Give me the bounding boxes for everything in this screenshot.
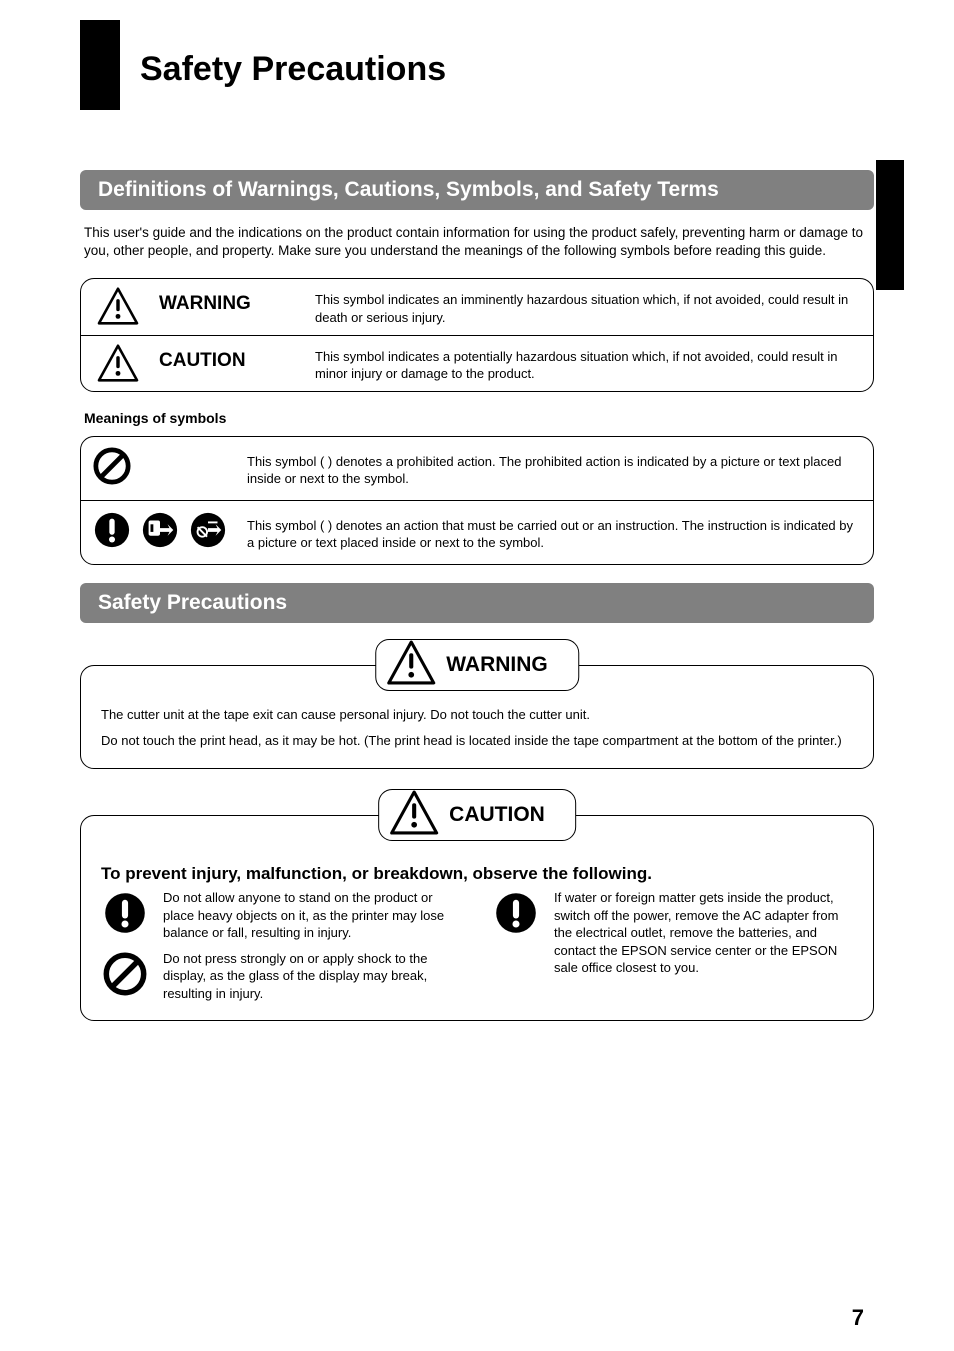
mandatory-icon: [93, 511, 131, 554]
caution-grid: Do not allow anyone to stand on the prod…: [101, 889, 853, 1002]
symbol-row-prohibited: This symbol ( ) denotes a prohibited act…: [81, 437, 873, 500]
caution-tab-label: CAUTION: [449, 803, 545, 827]
caution-panel-body: To prevent injury, malfunction, or break…: [80, 815, 874, 1021]
unplug-pictogram-icon: [189, 511, 227, 554]
caution-panel: CAUTION To prevent injury, malfunction, …: [80, 815, 874, 1021]
prohibit-icon: [101, 950, 149, 996]
definition-label: WARNING: [159, 287, 299, 315]
caution-item: Do not allow anyone to stand on the prod…: [101, 889, 462, 942]
icon-group: [93, 447, 233, 490]
warning-panel-tab: WARNING: [375, 639, 579, 691]
warning-triangle-icon: [93, 287, 143, 325]
warning-triangle-icon: [93, 344, 143, 382]
caution-item-text: If water or foreign matter gets inside t…: [554, 889, 853, 977]
caution-headline: To prevent injury, malfunction, or break…: [101, 864, 853, 884]
warning-triangle-icon: [389, 790, 439, 840]
mandatory-icon: [101, 889, 149, 935]
prohibit-icon: [93, 447, 131, 490]
section-heading-definitions: Definitions of Warnings, Cautions, Symbo…: [80, 170, 874, 210]
mandatory-icon: [492, 889, 540, 935]
symbol-desc: This symbol ( ) denotes a prohibited act…: [247, 447, 861, 488]
caution-item: Do not press strongly on or apply shock …: [101, 950, 462, 1003]
definition-desc: This symbol indicates a potentially haza…: [315, 344, 861, 383]
caution-item: If water or foreign matter gets inside t…: [492, 889, 853, 977]
intro-text: This user's guide and the indications on…: [84, 224, 870, 260]
caution-item-text: Do not press strongly on or apply shock …: [163, 950, 462, 1003]
content-area: Definitions of Warnings, Cautions, Symbo…: [80, 30, 874, 1021]
warning-line-1: The cutter unit at the tape exit can cau…: [101, 706, 853, 724]
plug-pictogram-icon: [141, 511, 179, 554]
definition-row-warning: WARNING This symbol indicates an imminen…: [81, 279, 873, 334]
page-number: 7: [852, 1305, 864, 1331]
symbol-row-instruction: This symbol ( ) denotes an action that m…: [81, 500, 873, 564]
definition-label: CAUTION: [159, 344, 299, 372]
definition-desc: This symbol indicates an imminently haza…: [315, 287, 861, 326]
header-black-block: [80, 20, 120, 110]
caution-item-text: Do not allow anyone to stand on the prod…: [163, 889, 462, 942]
warning-tab-label: WARNING: [446, 653, 548, 677]
warning-triangle-icon: [386, 640, 436, 690]
warning-line-2: Do not touch the print head, as it may b…: [101, 732, 853, 750]
icon-group: [93, 511, 233, 554]
definition-row-caution: CAUTION This symbol indicates a potentia…: [81, 335, 873, 391]
side-tab-black-block: [876, 160, 904, 290]
page-title: Safety Precautions: [140, 50, 446, 89]
definitions-box-b: This symbol ( ) denotes a prohibited act…: [80, 436, 874, 565]
caution-left-column: Do not allow anyone to stand on the prod…: [101, 889, 462, 1002]
caution-panel-tab: CAUTION: [378, 789, 576, 841]
caution-right-column: If water or foreign matter gets inside t…: [492, 889, 853, 1002]
page: Safety Precautions Definitions of Warnin…: [0, 0, 954, 1351]
section-heading-safety: Safety Precautions: [80, 583, 874, 623]
warning-panel: WARNING The cutter unit at the tape exit…: [80, 665, 874, 769]
symbol-desc: This symbol ( ) denotes an action that m…: [247, 511, 861, 552]
definitions-box-a: WARNING This symbol indicates an imminen…: [80, 278, 874, 391]
subheading-meanings: Meanings of symbols: [84, 410, 870, 426]
